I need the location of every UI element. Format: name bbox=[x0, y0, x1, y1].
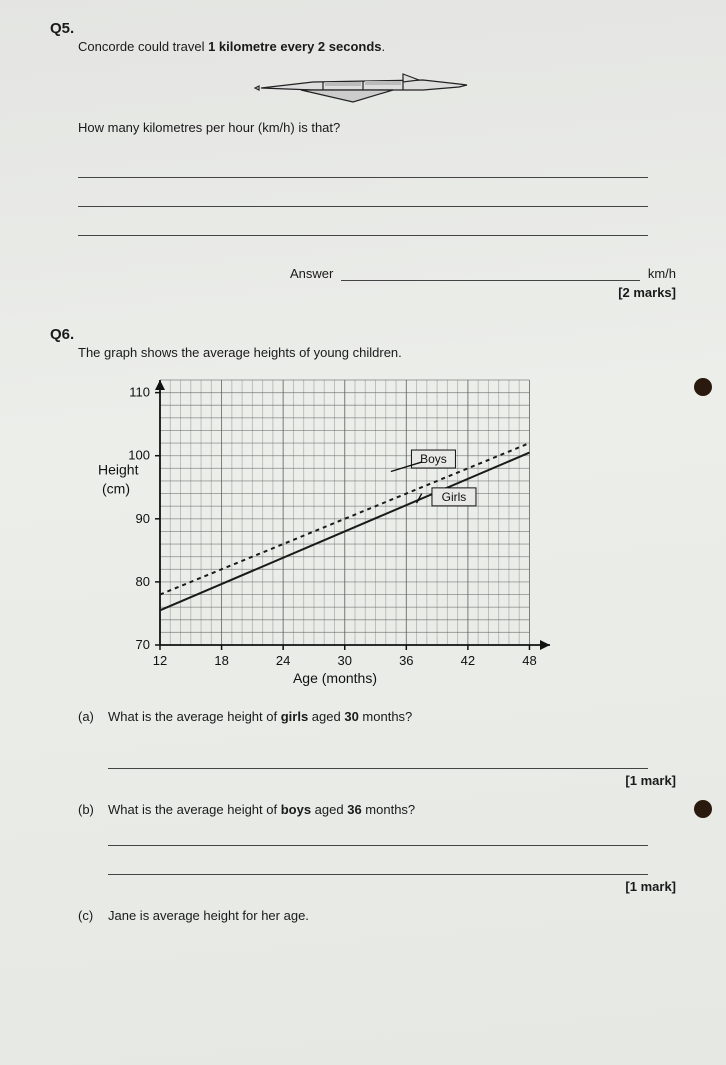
q6a-text: What is the average height of girls aged… bbox=[108, 709, 412, 724]
q6b-marks: [1 mark] bbox=[50, 879, 676, 894]
height-age-chart: 70 80 90 100 110 12 18 24 30 36 42 48 Height (cm) Age … bbox=[90, 370, 590, 690]
answer-unit: km/h bbox=[648, 266, 676, 281]
q6-chart-wrap: 70 80 90 100 110 12 18 24 30 36 42 48 Height (cm) Age … bbox=[90, 370, 676, 695]
svg-text:18: 18 bbox=[214, 653, 228, 668]
svg-text:Height: Height bbox=[98, 462, 139, 478]
q6c-text: Jane is average height for her age. bbox=[108, 908, 309, 923]
svg-text:110: 110 bbox=[129, 385, 150, 400]
answer-label: Answer bbox=[290, 266, 333, 281]
q5-intro-b: 1 kilometre every 2 seconds bbox=[208, 39, 381, 54]
svg-text:24: 24 bbox=[276, 653, 290, 668]
part-letter: (a) bbox=[78, 709, 108, 724]
q6b: (b) What is the average height of boys a… bbox=[78, 802, 676, 817]
work-line[interactable] bbox=[78, 182, 648, 207]
answer-line[interactable] bbox=[108, 852, 648, 875]
svg-text:48: 48 bbox=[522, 653, 536, 668]
q6b-text: What is the average height of boys aged … bbox=[108, 802, 415, 817]
q6a-marks: [1 mark] bbox=[50, 773, 676, 788]
svg-text:80: 80 bbox=[136, 574, 150, 589]
svg-text:42: 42 bbox=[461, 653, 475, 668]
q6c: (c) Jane is average height for her age. bbox=[78, 908, 676, 923]
part-letter: (c) bbox=[78, 908, 108, 923]
answer-input-line[interactable] bbox=[341, 264, 639, 281]
svg-text:70: 70 bbox=[136, 637, 150, 652]
svg-text:Boys: Boys bbox=[420, 452, 447, 466]
q5-intro: Concorde could travel 1 kilometre every … bbox=[78, 39, 676, 54]
q5-marks: [2 marks] bbox=[50, 285, 676, 300]
svg-text:Age (months): Age (months) bbox=[293, 670, 377, 686]
q6-number: Q6. bbox=[50, 326, 676, 343]
svg-text:90: 90 bbox=[136, 511, 150, 526]
answer-line[interactable] bbox=[108, 746, 648, 769]
svg-text:12: 12 bbox=[153, 653, 167, 668]
svg-text:(cm): (cm) bbox=[102, 481, 130, 497]
svg-text:100: 100 bbox=[128, 448, 150, 463]
q5-answer-row: Answer km/h bbox=[50, 264, 676, 281]
part-letter: (b) bbox=[78, 802, 108, 817]
answer-line[interactable] bbox=[108, 823, 648, 846]
svg-text:Girls: Girls bbox=[442, 490, 467, 504]
q5-intro-c: . bbox=[382, 39, 386, 54]
q5-prompt: How many kilometres per hour (km/h) is t… bbox=[78, 120, 676, 135]
svg-text:30: 30 bbox=[338, 653, 352, 668]
hole-punch bbox=[694, 800, 712, 818]
worksheet-page: Q5. Concorde could travel 1 kilometre ev… bbox=[0, 0, 726, 1065]
work-line[interactable] bbox=[78, 211, 648, 236]
svg-text:36: 36 bbox=[399, 653, 413, 668]
concorde-illustration bbox=[253, 60, 473, 110]
q6-intro: The graph shows the average heights of y… bbox=[78, 345, 676, 360]
q5-intro-a: Concorde could travel bbox=[78, 39, 208, 54]
q6a: (a) What is the average height of girls … bbox=[78, 709, 676, 724]
hole-punch bbox=[694, 378, 712, 396]
work-line[interactable] bbox=[78, 153, 648, 178]
q5-number: Q5. bbox=[50, 20, 676, 37]
